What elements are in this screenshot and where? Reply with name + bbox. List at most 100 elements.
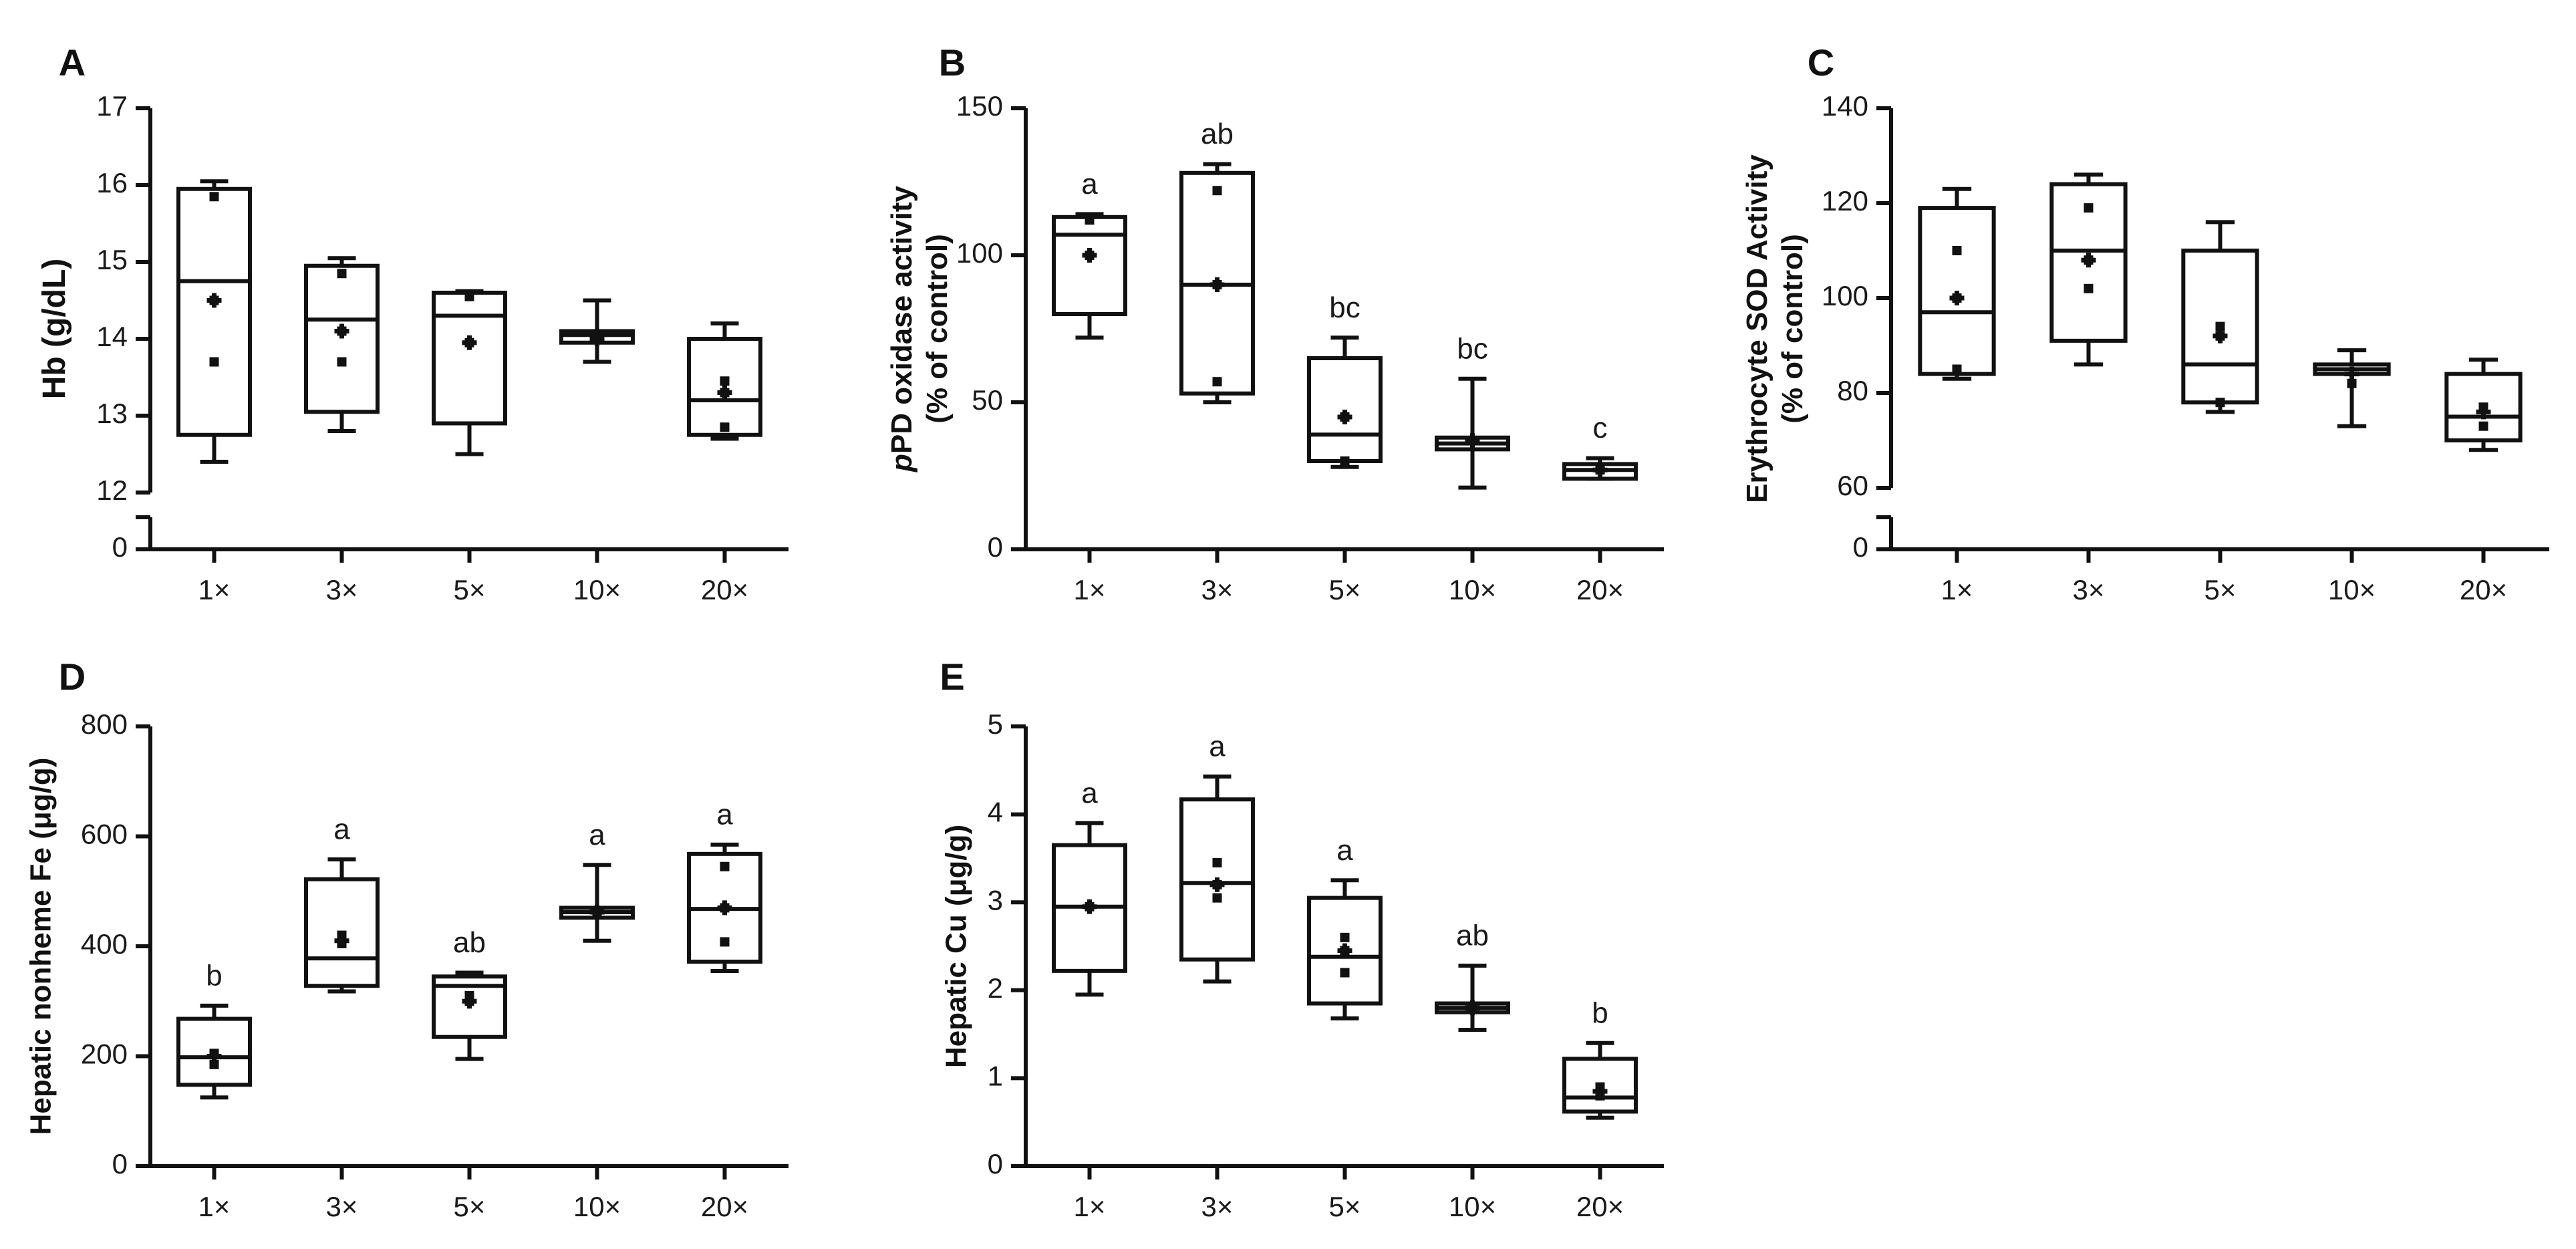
y-axis-label: Hepatic nonheme Fe (μg/g) bbox=[24, 758, 57, 1135]
box-iqr bbox=[176, 186, 252, 437]
data-point bbox=[209, 1049, 219, 1059]
data-point bbox=[337, 357, 347, 367]
y-axis-label: Erythrocyte SOD Activity(% of control) bbox=[1741, 154, 1809, 503]
y-tick-label: 12 bbox=[96, 474, 128, 506]
y-tick-label: 100 bbox=[956, 237, 1003, 269]
x-tick-label: 20× bbox=[2460, 574, 2507, 605]
panel-letter: C bbox=[1808, 41, 1834, 84]
box-4 bbox=[687, 321, 762, 441]
panel-letter: B bbox=[939, 41, 966, 84]
box-2 bbox=[432, 289, 507, 456]
panel-letter: A bbox=[59, 41, 86, 84]
y-tick-label: 0 bbox=[1853, 531, 1868, 563]
data-point bbox=[1595, 1091, 1605, 1101]
data-point bbox=[720, 376, 730, 386]
x-tick-label: 20× bbox=[701, 1191, 748, 1222]
box-0 bbox=[176, 179, 252, 464]
y-tick-label: 2 bbox=[988, 972, 1003, 1004]
box-1: a bbox=[304, 813, 380, 994]
data-point bbox=[1952, 246, 1962, 255]
data-point bbox=[2478, 402, 2488, 412]
x-tick-label: 5× bbox=[454, 1191, 486, 1222]
data-point bbox=[1952, 364, 1962, 374]
box-3: bc bbox=[1435, 332, 1510, 490]
data-point bbox=[1340, 946, 1350, 956]
box-4: c bbox=[1562, 412, 1638, 481]
y-tick-label: 13 bbox=[96, 398, 128, 429]
data-point bbox=[2478, 421, 2488, 431]
box-0: a bbox=[1052, 777, 1127, 997]
box-1: ab bbox=[1179, 118, 1255, 404]
box-2 bbox=[2181, 220, 2259, 414]
data-point bbox=[720, 422, 730, 432]
y-axis-label: pPD oxidase activity(% of control) bbox=[885, 185, 954, 472]
panel-b: B 0 50 100 150 1× 3× 5× 10× 20× pPD oxidase activi… bbox=[885, 41, 1664, 605]
box-1: a bbox=[1179, 730, 1255, 984]
y-tick-label: 0 bbox=[988, 1148, 1003, 1179]
box-iqr bbox=[2181, 249, 2259, 405]
data-point bbox=[464, 337, 474, 348]
x-tick-label: 1× bbox=[1941, 574, 1973, 605]
significance-letter: b bbox=[206, 959, 222, 992]
box-0 bbox=[1918, 186, 1996, 381]
data-point bbox=[1952, 293, 1962, 303]
y-tick-label: 60 bbox=[1837, 470, 1868, 501]
data-point bbox=[464, 996, 474, 1006]
data-point bbox=[2347, 378, 2357, 388]
panel-d: D 0 200 400 600 800 1× 3× 5× 10× 20× Hepatic nonhem… bbox=[24, 656, 789, 1222]
x-tick-label: 3× bbox=[2073, 574, 2105, 605]
y-tick-label: 17 bbox=[96, 90, 128, 122]
y-tick-label: 150 bbox=[956, 90, 1003, 122]
box-4: b bbox=[1562, 996, 1638, 1120]
y-axis-label: Hb (g/dL) bbox=[37, 259, 72, 400]
data-point bbox=[464, 291, 474, 301]
x-tick-label: 20× bbox=[701, 574, 748, 605]
data-point bbox=[592, 330, 602, 340]
panel-a: A 0 12 13 14 15 16 17 1× 3× 5× 10× 20× Hb (g/dL) bbox=[37, 41, 789, 605]
box-2: ab bbox=[432, 926, 507, 1061]
y-tick-label: 50 bbox=[972, 384, 1003, 416]
significance-letter: a bbox=[333, 813, 350, 846]
significance-letter: bc bbox=[1457, 332, 1487, 365]
data-point bbox=[2084, 283, 2094, 293]
x-tick-label: 5× bbox=[454, 574, 486, 605]
x-tick-label: 10× bbox=[2328, 574, 2376, 605]
box-2: bc bbox=[1307, 291, 1383, 469]
y-tick-label: 1 bbox=[988, 1060, 1003, 1091]
y-tick-label: 120 bbox=[1822, 185, 1868, 217]
x-tick-label: 10× bbox=[573, 574, 621, 605]
data-point bbox=[1340, 932, 1350, 942]
y-tick-label: 200 bbox=[81, 1038, 128, 1070]
data-point bbox=[337, 269, 347, 279]
y-tick-label: 80 bbox=[1837, 375, 1868, 406]
significance-letter: a bbox=[716, 798, 733, 831]
y-tick-label: 800 bbox=[81, 708, 128, 740]
significance-letter: a bbox=[1081, 168, 1098, 200]
box-3: ab bbox=[1435, 920, 1510, 1032]
significance-letter: b bbox=[1592, 996, 1608, 1029]
data-point bbox=[2215, 321, 2225, 331]
data-point bbox=[1212, 893, 1222, 903]
panel-letter: D bbox=[59, 656, 86, 698]
data-point bbox=[1340, 968, 1350, 978]
y-tick-label: 5 bbox=[988, 708, 1003, 740]
significance-letter: a bbox=[1209, 730, 1226, 763]
data-point bbox=[1085, 215, 1095, 225]
data-point bbox=[337, 930, 347, 940]
data-point bbox=[337, 938, 347, 948]
data-point bbox=[592, 908, 602, 918]
data-point bbox=[1085, 251, 1095, 260]
x-tick-label: 20× bbox=[1576, 574, 1624, 605]
y-tick-label: 4 bbox=[988, 797, 1003, 828]
box-1 bbox=[2049, 172, 2128, 367]
data-point bbox=[720, 903, 730, 913]
box-0: a bbox=[1052, 168, 1127, 340]
x-tick-label: 10× bbox=[1449, 574, 1496, 605]
x-tick-label: 1× bbox=[1074, 574, 1106, 605]
y-tick-label: 14 bbox=[96, 321, 128, 352]
box-iqr bbox=[432, 291, 507, 426]
box-iqr bbox=[304, 263, 380, 414]
data-point bbox=[1212, 377, 1222, 387]
x-tick-label: 3× bbox=[326, 1191, 358, 1222]
